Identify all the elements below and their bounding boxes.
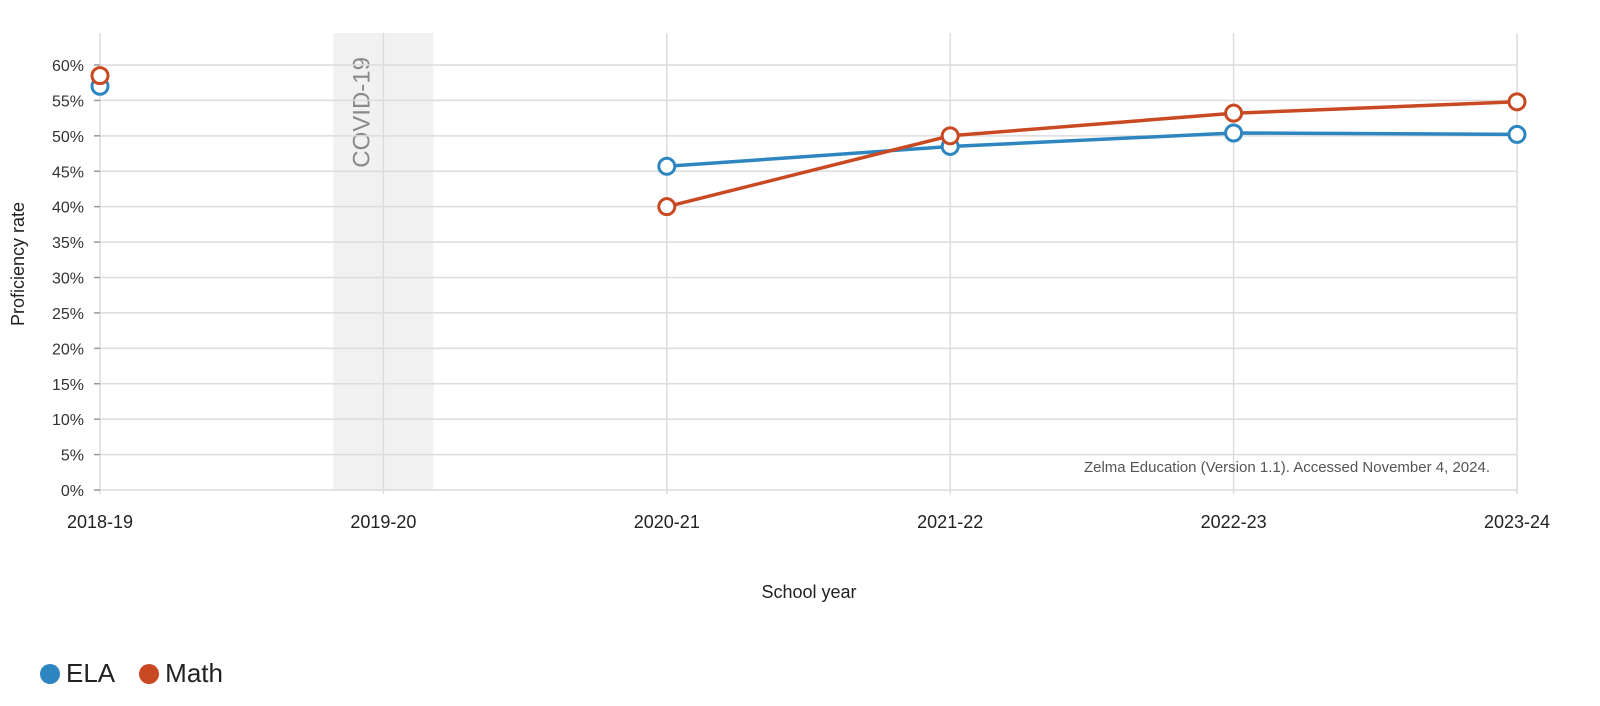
- legend-label-ela: ELA: [66, 658, 116, 688]
- x-axis-title: School year: [761, 582, 856, 602]
- y-tick-label: 35%: [52, 235, 84, 252]
- data-point-ela: [657, 156, 677, 176]
- data-point-ela: [1224, 123, 1244, 143]
- legend: ELA Math: [40, 658, 223, 689]
- y-tick-label: 15%: [52, 377, 84, 394]
- y-tick-label: 20%: [52, 341, 84, 358]
- y-axis-ticks: 0% 5% 10% 15% 20% 25% 30% 35% 40% 45% 50% 55% 60%: [52, 58, 100, 500]
- y-tick-label: 5%: [61, 448, 84, 465]
- series-line-ela: [666, 131, 1518, 169]
- x-tick-label: 2021-22: [917, 512, 983, 532]
- data-point-math: [940, 126, 960, 146]
- y-tick-label: 10%: [52, 412, 84, 429]
- legend-item-ela[interactable]: ELA: [40, 658, 115, 689]
- y-tick-label: 40%: [52, 200, 84, 217]
- gridlines: [99, 33, 1518, 494]
- x-axis-ticks: 2018-19 2019-20 2020-21 2021-22 2022-23 2023-…: [67, 512, 1550, 532]
- x-tick-label: 2020-21: [634, 512, 700, 532]
- data-point-ela: [1507, 124, 1527, 144]
- y-tick-label: 60%: [52, 58, 84, 75]
- legend-label-math: Math: [165, 658, 223, 688]
- source-credit: Zelma Education (Version 1.1). Accessed …: [1084, 459, 1490, 476]
- legend-item-math[interactable]: Math: [139, 658, 223, 689]
- x-tick-label: 2018-19: [67, 512, 133, 532]
- legend-swatch-ela: [40, 663, 60, 684]
- y-tick-label: 30%: [52, 271, 84, 288]
- data-point-math: [1224, 103, 1244, 123]
- covid-label: COVID-19: [348, 57, 375, 168]
- data-point-math: [1507, 92, 1527, 112]
- x-tick-label: 2019-20: [350, 512, 416, 532]
- data-point-math: [90, 66, 110, 86]
- legend-swatch-math: [139, 663, 160, 684]
- series-layer: [90, 66, 1527, 217]
- x-tick-label: 2023-24: [1484, 512, 1550, 532]
- data-point-math: [657, 197, 677, 217]
- series-line-math: [666, 100, 1518, 209]
- y-axis-title: Proficiency rate: [8, 202, 28, 326]
- line-chart: COVID-19 0% 5% 10% 15% 20% 25% 30% 35% 40% 45% 50%…: [8, 33, 1550, 602]
- y-tick-label: 0%: [61, 483, 84, 500]
- y-tick-label: 55%: [52, 93, 84, 110]
- y-tick-label: 45%: [52, 164, 84, 181]
- y-tick-label: 25%: [52, 306, 84, 323]
- x-tick-label: 2022-23: [1201, 512, 1267, 532]
- y-tick-label: 50%: [52, 129, 84, 146]
